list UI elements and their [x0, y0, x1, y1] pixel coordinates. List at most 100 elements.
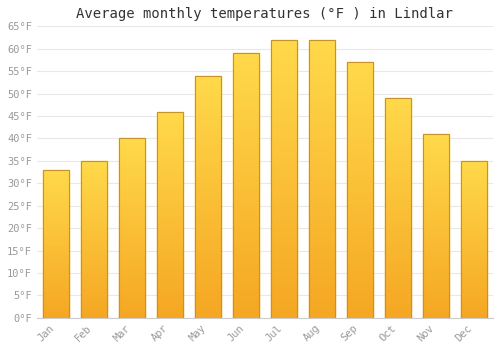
- Bar: [270, 76, 297, 79]
- Bar: [118, 171, 145, 173]
- Bar: [80, 189, 107, 191]
- Bar: [194, 274, 221, 277]
- Bar: [232, 125, 259, 127]
- Bar: [460, 191, 487, 192]
- Bar: [270, 109, 297, 112]
- Bar: [308, 151, 336, 154]
- Bar: [194, 236, 221, 238]
- Bar: [422, 287, 450, 288]
- Bar: [384, 164, 411, 166]
- Bar: [118, 160, 145, 162]
- Bar: [232, 122, 259, 125]
- Bar: [156, 163, 183, 165]
- Bar: [156, 130, 183, 132]
- Bar: [308, 98, 336, 101]
- Bar: [232, 281, 259, 284]
- Bar: [194, 139, 221, 141]
- Bar: [42, 261, 69, 263]
- Bar: [308, 218, 336, 220]
- Bar: [232, 156, 259, 159]
- Bar: [308, 279, 336, 282]
- Bar: [460, 247, 487, 249]
- Bar: [156, 211, 183, 212]
- Bar: [194, 175, 221, 177]
- Bar: [118, 187, 145, 189]
- Bar: [460, 219, 487, 220]
- Bar: [118, 232, 145, 233]
- Bar: [42, 202, 69, 204]
- Bar: [118, 144, 145, 146]
- Bar: [156, 239, 183, 241]
- Bar: [346, 280, 374, 282]
- Bar: [460, 183, 487, 184]
- Bar: [384, 111, 411, 113]
- Bar: [422, 218, 450, 220]
- Bar: [194, 173, 221, 175]
- Bar: [422, 134, 450, 318]
- Bar: [194, 197, 221, 199]
- Bar: [422, 193, 450, 195]
- Bar: [118, 273, 145, 275]
- Bar: [384, 98, 411, 100]
- Bar: [118, 208, 145, 210]
- Bar: [42, 300, 69, 302]
- Bar: [118, 149, 145, 151]
- Bar: [384, 151, 411, 153]
- Bar: [80, 166, 107, 167]
- Bar: [232, 299, 259, 302]
- Bar: [384, 254, 411, 256]
- Bar: [194, 119, 221, 122]
- Bar: [270, 156, 297, 159]
- Bar: [422, 182, 450, 184]
- Bar: [384, 270, 411, 272]
- Bar: [232, 90, 259, 93]
- Bar: [270, 45, 297, 48]
- Bar: [346, 233, 374, 236]
- Bar: [118, 151, 145, 153]
- Bar: [346, 282, 374, 285]
- Bar: [384, 133, 411, 135]
- Bar: [308, 187, 336, 190]
- Bar: [80, 211, 107, 213]
- Bar: [232, 93, 259, 96]
- Bar: [270, 176, 297, 179]
- Bar: [80, 255, 107, 257]
- Bar: [460, 315, 487, 316]
- Bar: [384, 208, 411, 210]
- Bar: [232, 58, 259, 61]
- Bar: [270, 106, 297, 109]
- Bar: [232, 254, 259, 257]
- Bar: [270, 215, 297, 218]
- Bar: [42, 220, 69, 222]
- Bar: [422, 189, 450, 191]
- Bar: [422, 250, 450, 252]
- Bar: [346, 205, 374, 208]
- Bar: [194, 131, 221, 134]
- Bar: [270, 220, 297, 223]
- Bar: [308, 95, 336, 98]
- Bar: [194, 299, 221, 301]
- Bar: [270, 299, 297, 301]
- Bar: [422, 312, 450, 314]
- Bar: [460, 167, 487, 169]
- Bar: [232, 177, 259, 180]
- Bar: [270, 237, 297, 240]
- Bar: [194, 85, 221, 88]
- Bar: [460, 233, 487, 235]
- Bar: [346, 113, 374, 116]
- Bar: [194, 238, 221, 240]
- Bar: [42, 294, 69, 296]
- Bar: [308, 254, 336, 257]
- Bar: [346, 223, 374, 226]
- Bar: [156, 272, 183, 274]
- Bar: [194, 223, 221, 226]
- Bar: [232, 130, 259, 133]
- Bar: [270, 309, 297, 312]
- Bar: [118, 264, 145, 266]
- Bar: [346, 308, 374, 310]
- Bar: [118, 255, 145, 257]
- Bar: [460, 181, 487, 183]
- Bar: [270, 123, 297, 126]
- Bar: [270, 179, 297, 182]
- Bar: [270, 287, 297, 290]
